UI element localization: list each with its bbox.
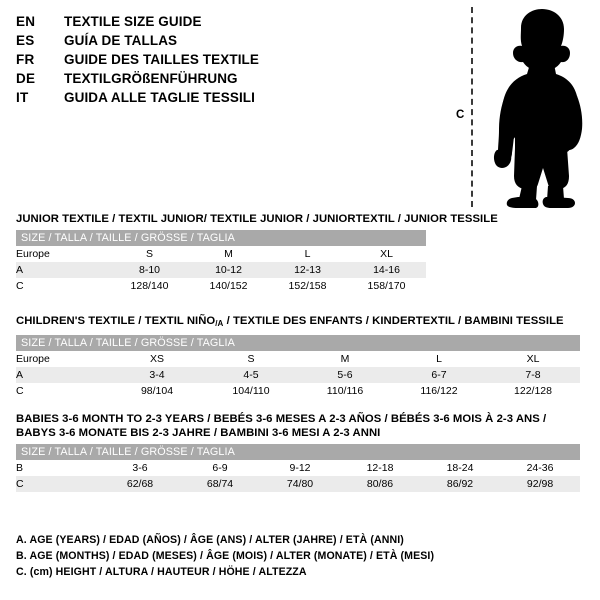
legend-block: A. AGE (YEARS) / EDAD (AÑOS) / ÂGE (ANS)… xyxy=(16,532,576,580)
table-cell: 98/104 xyxy=(110,383,204,399)
language-row: IT GUIDA ALLE TAGLIE TESSILI xyxy=(16,88,296,107)
language-code: IT xyxy=(16,90,29,105)
language-title: GUÍA DE TALLAS xyxy=(64,33,178,48)
row-label: A xyxy=(16,367,110,383)
table-cell: 62/68 xyxy=(100,476,180,492)
junior-size-table: SIZE / TALLA / TAILLE / GRÖSSE / TAGLIA … xyxy=(16,230,427,294)
table-row: A 8-10 10-12 12-13 14-16 xyxy=(16,262,427,278)
table-cell: 116/122 xyxy=(392,383,486,399)
row-label: C xyxy=(16,383,110,399)
height-measurement-figure: C xyxy=(440,4,600,209)
table-cell: XL xyxy=(347,246,427,262)
table-cell: 14-16 xyxy=(347,262,427,278)
table-cell: 9-12 xyxy=(260,460,340,476)
table-row: C 98/104 104/110 110/116 116/122 122/128 xyxy=(16,383,581,399)
table-cell: 3-6 xyxy=(100,460,180,476)
table-cell: 4-5 xyxy=(204,367,298,383)
table-cell: 24-36 xyxy=(500,460,581,476)
language-code: DE xyxy=(16,71,36,86)
table-cell: XL xyxy=(486,351,581,367)
table-cell: L xyxy=(392,351,486,367)
table-cell: 18-24 xyxy=(420,460,500,476)
row-label: C xyxy=(16,278,110,294)
row-label: B xyxy=(16,460,100,476)
table-cell: 5-6 xyxy=(298,367,392,383)
table-row: B 3-6 6-9 9-12 12-18 18-24 24-36 xyxy=(16,460,581,476)
table-row: C 62/68 68/74 74/80 80/86 86/92 92/98 xyxy=(16,476,581,492)
section-title-line-2: BABYS 3-6 MONATE BIS 2-3 JAHRE / BAMBINI… xyxy=(16,427,381,439)
table-row: A 3-4 4-5 5-6 6-7 7-8 xyxy=(16,367,581,383)
table-cell: 10-12 xyxy=(189,262,268,278)
language-row: FR GUIDE DES TAILLES TEXTILE xyxy=(16,50,296,69)
babies-size-table: SIZE / TALLA / TAILLE / GRÖSSE / TAGLIA … xyxy=(16,444,581,492)
language-row: ES GUÍA DE TALLAS xyxy=(16,31,296,50)
table-row: Europe XS S M L XL xyxy=(16,351,581,367)
table-cell: S xyxy=(110,246,189,262)
section-title-part: CHILDREN'S TEXTILE / TEXTIL NIÑO xyxy=(16,315,216,327)
table-cell: M xyxy=(298,351,392,367)
table-row: Europe S M L XL xyxy=(16,246,427,262)
table-cell: 122/128 xyxy=(486,383,581,399)
table-cell: S xyxy=(204,351,298,367)
legend-row-b: B. AGE (MONTHS) / EDAD (MESES) / ÂGE (MO… xyxy=(16,550,435,562)
table-row: C 128/140 140/152 152/158 158/170 xyxy=(16,278,427,294)
height-measure-label: C xyxy=(456,109,465,121)
language-title-block: EN TEXTILE SIZE GUIDE ES GUÍA DE TALLAS … xyxy=(16,12,296,107)
table-cell: 128/140 xyxy=(110,278,189,294)
section-title-part: / TEXTILE DES ENFANTS / KINDERTEXTIL / B… xyxy=(223,315,564,327)
table-cell: 110/116 xyxy=(298,383,392,399)
language-title: GUIDE DES TAILLES TEXTILE xyxy=(64,52,260,67)
row-label: A xyxy=(16,262,110,278)
table-cell: 6-9 xyxy=(180,460,260,476)
table-band-row: SIZE / TALLA / TAILLE / GRÖSSE / TAGLIA xyxy=(16,230,427,246)
row-label: C xyxy=(16,476,100,492)
table-cell: 8-10 xyxy=(110,262,189,278)
row-label: Europe xyxy=(16,246,110,262)
language-code: FR xyxy=(16,52,35,67)
table-band-label: SIZE / TALLA / TAILLE / GRÖSSE / TAGLIA xyxy=(16,444,581,460)
table-cell: 74/80 xyxy=(260,476,340,492)
section-childrens-textile: CHILDREN'S TEXTILE / TEXTIL NIÑO/A / TEX… xyxy=(16,314,581,399)
table-cell: 86/92 xyxy=(420,476,500,492)
table-cell: 140/152 xyxy=(189,278,268,294)
table-cell: 12-13 xyxy=(268,262,347,278)
table-cell: XS xyxy=(110,351,204,367)
table-cell: 6-7 xyxy=(392,367,486,383)
table-cell: 158/170 xyxy=(347,278,427,294)
table-band-row: SIZE / TALLA / TAILLE / GRÖSSE / TAGLIA xyxy=(16,335,581,351)
language-code: EN xyxy=(16,14,36,29)
table-cell: 3-4 xyxy=(110,367,204,383)
table-cell: 7-8 xyxy=(486,367,581,383)
table-cell: 12-18 xyxy=(340,460,420,476)
language-title: TEXTILGRÖßENFÜHRUNG xyxy=(64,71,238,86)
section-title-subscript: /A xyxy=(215,319,224,328)
language-code: ES xyxy=(16,33,35,48)
section-title: CHILDREN'S TEXTILE / TEXTIL NIÑO/A / TEX… xyxy=(16,314,580,331)
children-size-table: SIZE / TALLA / TAILLE / GRÖSSE / TAGLIA … xyxy=(16,335,581,399)
section-title-line-1: BABIES 3-6 MONTH TO 2-3 YEARS / BEBÉS 3-… xyxy=(16,413,547,425)
table-cell: L xyxy=(268,246,347,262)
section-junior-textile: JUNIOR TEXTILE / TEXTIL JUNIOR/ TEXTILE … xyxy=(16,212,498,294)
section-babies-textile: BABIES 3-6 MONTH TO 2-3 YEARS / BEBÉS 3-… xyxy=(16,412,581,492)
section-title: JUNIOR TEXTILE / TEXTIL JUNIOR/ TEXTILE … xyxy=(16,213,498,225)
legend-row-c: C. (cm) HEIGHT / ALTURA / HAUTEUR / HÖHE… xyxy=(16,566,307,578)
table-cell: 80/86 xyxy=(340,476,420,492)
row-label: Europe xyxy=(16,351,110,367)
table-band-label: SIZE / TALLA / TAILLE / GRÖSSE / TAGLIA xyxy=(16,335,581,351)
toddler-silhouette-icon xyxy=(493,9,583,208)
language-row: DE TEXTILGRÖßENFÜHRUNG xyxy=(16,69,296,88)
table-band-row: SIZE / TALLA / TAILLE / GRÖSSE / TAGLIA xyxy=(16,444,581,460)
table-cell: M xyxy=(189,246,268,262)
table-band-label: SIZE / TALLA / TAILLE / GRÖSSE / TAGLIA xyxy=(16,230,427,246)
language-title: TEXTILE SIZE GUIDE xyxy=(64,14,202,29)
legend-row-a: A. AGE (YEARS) / EDAD (AÑOS) / ÂGE (ANS)… xyxy=(16,534,404,546)
language-row: EN TEXTILE SIZE GUIDE xyxy=(16,12,296,31)
table-cell: 92/98 xyxy=(500,476,581,492)
table-cell: 68/74 xyxy=(180,476,260,492)
table-cell: 104/110 xyxy=(204,383,298,399)
height-dashed-line-icon xyxy=(471,7,473,207)
language-title: GUIDA ALLE TAGLIE TESSILI xyxy=(64,90,255,105)
table-cell: 152/158 xyxy=(268,278,347,294)
